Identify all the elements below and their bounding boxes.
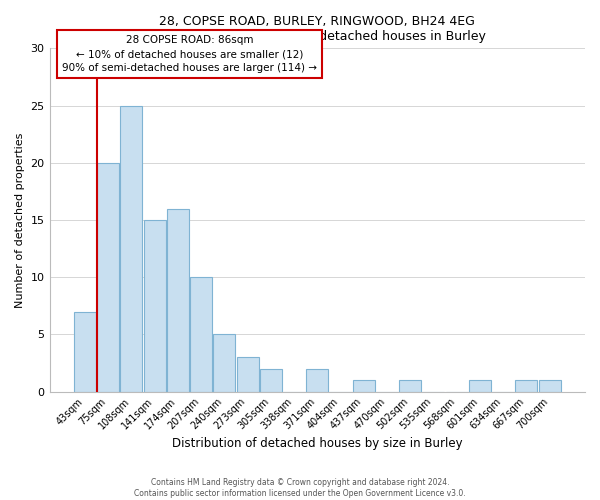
- Bar: [353, 380, 375, 392]
- Bar: [306, 369, 328, 392]
- Bar: [260, 369, 282, 392]
- Bar: [74, 312, 96, 392]
- Bar: [399, 380, 421, 392]
- Bar: [190, 277, 212, 392]
- Bar: [121, 106, 142, 392]
- Title: 28, COPSE ROAD, BURLEY, RINGWOOD, BH24 4EG
Size of property relative to detached: 28, COPSE ROAD, BURLEY, RINGWOOD, BH24 4…: [148, 15, 486, 43]
- Bar: [469, 380, 491, 392]
- Bar: [143, 220, 166, 392]
- Bar: [515, 380, 538, 392]
- Text: 28 COPSE ROAD: 86sqm
← 10% of detached houses are smaller (12)
90% of semi-detac: 28 COPSE ROAD: 86sqm ← 10% of detached h…: [62, 35, 317, 73]
- Bar: [236, 358, 259, 392]
- X-axis label: Distribution of detached houses by size in Burley: Distribution of detached houses by size …: [172, 437, 463, 450]
- Text: Contains HM Land Registry data © Crown copyright and database right 2024.
Contai: Contains HM Land Registry data © Crown c…: [134, 478, 466, 498]
- Bar: [213, 334, 235, 392]
- Bar: [97, 163, 119, 392]
- Y-axis label: Number of detached properties: Number of detached properties: [15, 132, 25, 308]
- Bar: [539, 380, 560, 392]
- Bar: [167, 208, 189, 392]
